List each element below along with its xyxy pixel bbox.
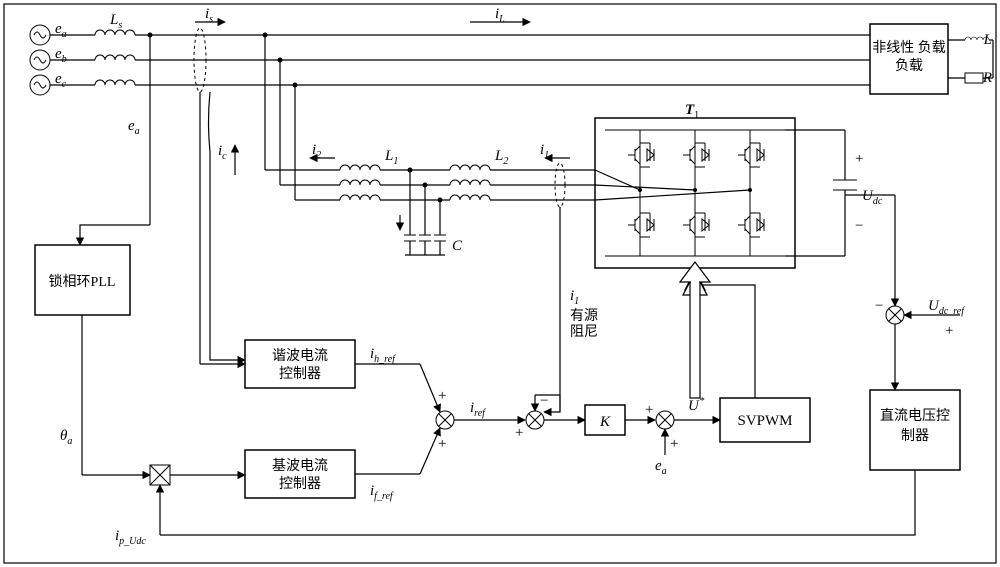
svg-text:iref: iref (470, 400, 486, 419)
svg-text:if_ref: if_ref (370, 483, 394, 502)
source-phase-c: ec (30, 71, 870, 95)
svg-text:+: + (670, 436, 678, 452)
svg-text:直流电压控: 直流电压控 (880, 407, 950, 424)
svg-text:谐波电流: 谐波电流 (272, 348, 328, 364)
svg-text:有源: 有源 (570, 308, 598, 324)
svg-text:+: + (945, 323, 953, 339)
open-arrow-stem (690, 280, 700, 398)
dc-link: + Udc − (785, 130, 895, 300)
svg-text:控制器: 控制器 (279, 476, 321, 492)
minus-i1: − (540, 393, 548, 409)
i1-sense: i1 有源 阻尼 (560, 207, 598, 395)
svg-text:L1: L1 (384, 148, 398, 167)
il-arrow: iL (470, 6, 530, 25)
svg-text:锁相环PLL: 锁相环PLL (49, 274, 116, 290)
svg-text:ea: ea (55, 21, 67, 40)
svg-text:C: C (452, 238, 463, 254)
theta-label: θa (60, 428, 72, 447)
ic-taps: ic (218, 33, 298, 201)
udc-sum: − + Udc_ref (875, 298, 965, 390)
ref-sum: ih_ref + if_ref + (355, 346, 454, 502)
svg-text:eb: eb (55, 46, 67, 65)
svg-text:SVPWM: SVPWM (737, 413, 792, 429)
svg-text:i1: i1 (570, 288, 579, 307)
nonlinear-load: 非线性 负载 负载 L R (870, 24, 993, 94)
svg-text:制器: 制器 (901, 428, 929, 444)
svg-text:Udc: Udc (862, 188, 883, 207)
svg-text:ec: ec (55, 71, 67, 90)
dc-voltage-controller: 直流电压控 制器 (870, 390, 960, 470)
ea-tap: ea (80, 33, 153, 246)
multiplier (82, 465, 170, 485)
source-phase-b: eb (30, 46, 870, 70)
svg-text:+: + (855, 151, 863, 167)
svg-text:基波电流: 基波电流 (272, 457, 328, 474)
inverter-bridge: T1 (595, 102, 795, 268)
svg-text:控制器: 控制器 (279, 366, 321, 382)
k-gain: K (544, 405, 625, 435)
ls-label: Ls (109, 12, 122, 31)
svg-text:负载: 负载 (895, 58, 923, 74)
fundamental-controller: 基波电流 控制器 (245, 450, 355, 498)
svg-text:ih_ref: ih_ref (370, 346, 396, 365)
svg-text:+: + (645, 402, 653, 418)
diagram-root: ea eb ec Ls is iL 非线性 负载 负载 L R ea ic (0, 0, 1000, 567)
ea-sum: + + ea (625, 402, 678, 477)
lcl-filter: i2 L1 C L2 i1 (310, 142, 595, 255)
pll-block: 锁相环PLL (35, 245, 130, 315)
svg-text:+: + (438, 436, 446, 452)
svg-text:−: − (855, 218, 863, 234)
svpwm-block: U* SVPWM (674, 395, 810, 442)
svg-text:ea: ea (655, 458, 667, 477)
svg-text:ic: ic (218, 143, 227, 162)
is-sensor: is (194, 6, 225, 92)
ip-label: ip_Udc (115, 528, 146, 547)
source-phase-a: ea (30, 21, 870, 45)
svg-text:L2: L2 (494, 148, 508, 167)
svg-text:i1: i1 (540, 142, 549, 161)
svg-text:Udc_ref: Udc_ref (928, 298, 965, 317)
border (4, 4, 996, 563)
svg-text:阻尼: 阻尼 (570, 324, 598, 340)
svg-text:K: K (599, 414, 611, 430)
svg-text:ea: ea (128, 118, 140, 137)
harmonic-controller: 谐波电流 控制器 (245, 340, 355, 388)
svg-text:−: − (875, 298, 883, 314)
svg-text:+: + (515, 425, 523, 441)
svg-text:+: + (438, 388, 446, 404)
svg-text:非线性 负载: 非线性 负载 (872, 40, 946, 56)
